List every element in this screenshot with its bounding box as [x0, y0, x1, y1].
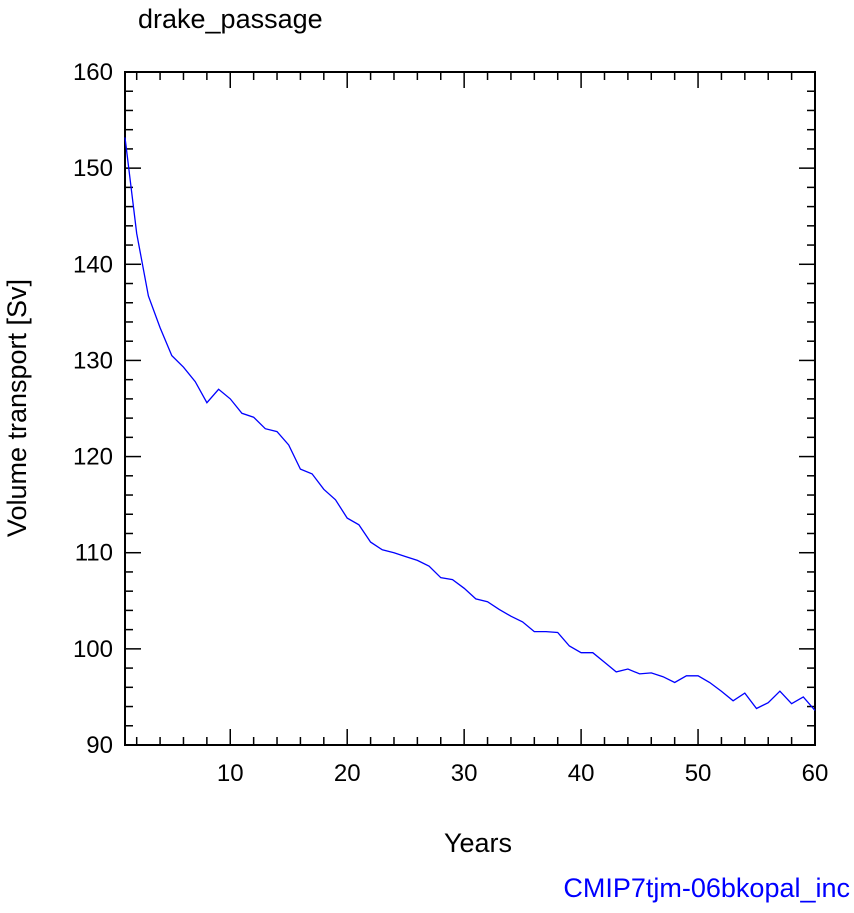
run-label: CMIP7tjm-06bkopal_inc: [563, 873, 850, 903]
y-tick-label: 100: [73, 636, 113, 663]
y-tick-labels: 90 100 110 120 130 140 150 160: [73, 59, 113, 759]
y-tick-label: 90: [86, 732, 113, 759]
y-tick-label: 110: [75, 540, 113, 567]
x-tick-label: 30: [451, 760, 478, 787]
plot-frame: [124, 71, 816, 746]
y-tick-label: 120: [73, 444, 113, 471]
x-tick-label: 20: [334, 760, 361, 787]
y-tick-label: 160: [73, 59, 113, 86]
y-tick-label: 150: [73, 155, 113, 182]
x-tick-labels: 10 20 30 40 50 60: [217, 760, 828, 787]
x-tick-label: 50: [685, 760, 712, 787]
chart-title: drake_passage: [138, 4, 323, 34]
x-axis-label: Years: [444, 828, 512, 858]
x-tick-label: 40: [568, 760, 595, 787]
y-axis-label: Volume transport [Sv]: [2, 279, 32, 537]
axis-ticks: [125, 71, 816, 746]
series-line: [124, 137, 816, 711]
y-tick-label: 140: [73, 251, 113, 278]
x-tick-label: 10: [217, 760, 244, 787]
y-tick-label: 130: [73, 347, 113, 374]
x-tick-label: 60: [802, 760, 829, 787]
